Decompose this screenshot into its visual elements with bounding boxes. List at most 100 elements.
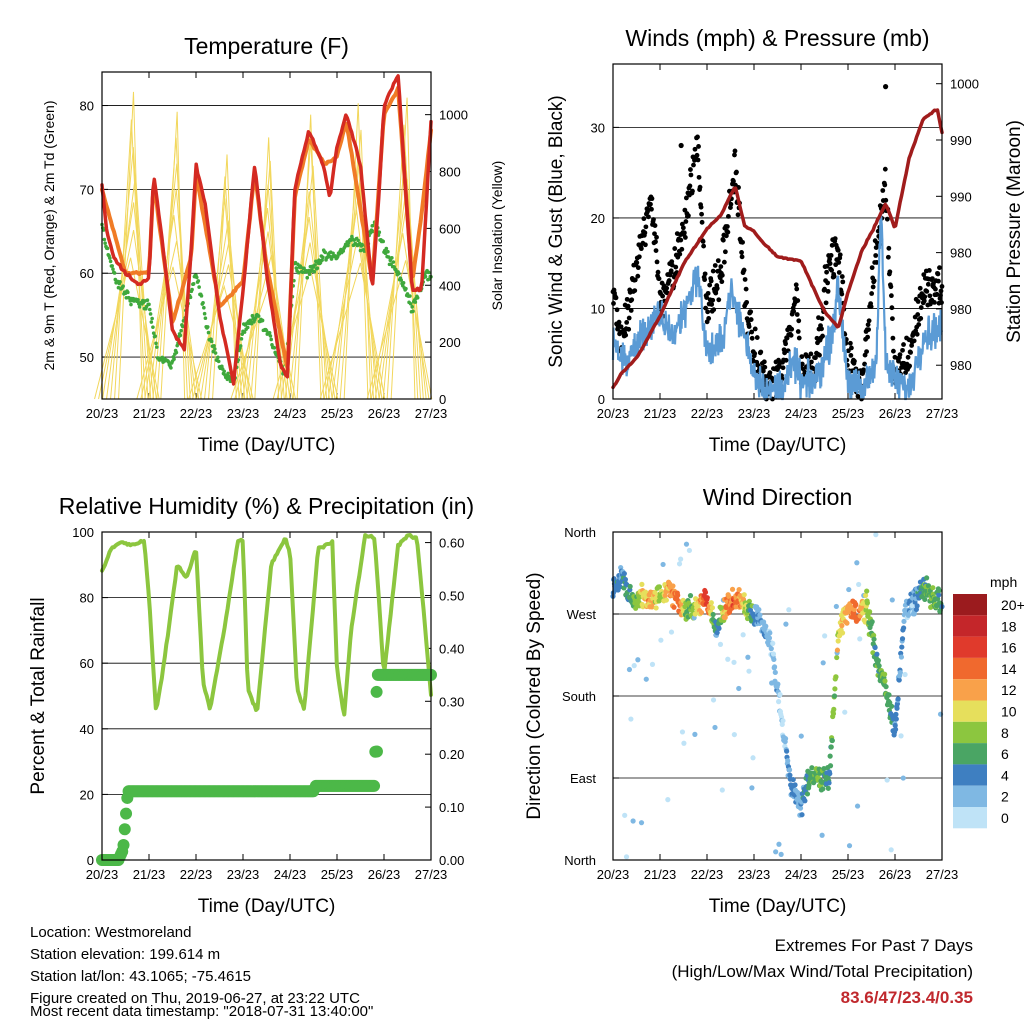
wind-direction-ytick-label: West [567, 607, 597, 622]
dewpoint-point [166, 360, 171, 364]
gust-point [666, 278, 672, 283]
gust-point [873, 253, 879, 258]
solar-insolation-series [94, 91, 433, 400]
wind-direction-point [710, 697, 717, 703]
wind-direction-point [827, 753, 833, 759]
wind-direction-point [628, 716, 634, 722]
dewpoint-point [154, 341, 158, 346]
wind-direction-point [901, 625, 907, 631]
wind-direction-point [900, 775, 906, 781]
dewpoint-point [206, 330, 211, 335]
gust-point [741, 267, 747, 273]
gust-point [888, 293, 894, 299]
wind-direction-point [678, 556, 684, 562]
dewpoint-point [260, 318, 265, 323]
gust-point [660, 293, 666, 299]
dewpoint-point [203, 316, 208, 321]
gust-point [696, 174, 702, 180]
dewpoint-point [401, 280, 406, 285]
wind-direction-point [708, 600, 714, 606]
wind-direction-point [825, 785, 831, 791]
wind-direction-point [736, 586, 742, 593]
dewpoint-point [321, 255, 325, 260]
wind-direction-point [802, 798, 808, 804]
dewpoint-point [147, 307, 152, 312]
temperature-xlabel: Time (Day/UTC) [198, 435, 336, 456]
dewpoint-point [112, 271, 117, 275]
gust-point [793, 282, 799, 288]
dewpoint-point [377, 230, 382, 235]
gust-point [701, 243, 707, 249]
wind-direction-point [771, 664, 778, 670]
wind-direction-point [872, 644, 878, 651]
speed-legend-label: 14 [1001, 661, 1017, 677]
wind-direction-point [862, 592, 869, 598]
dewpoint-point [103, 241, 107, 245]
wind-direction-point [888, 703, 895, 709]
wind-direction-point [679, 729, 686, 735]
wind-direction-point [745, 654, 751, 660]
dewpoint-point [245, 325, 250, 330]
gust-point [677, 251, 683, 257]
wind-direction-point [871, 636, 877, 642]
wind-direction-point [622, 576, 629, 583]
winds-ytick-label: 30 [591, 120, 605, 135]
dewpoint-point [129, 302, 133, 307]
wind-direction-point [864, 588, 870, 594]
gust-point [874, 260, 880, 265]
winds-ytick-right-label: 990 [950, 189, 972, 204]
wind-direction-point [856, 581, 862, 588]
winds-ytick-right-label: 990 [950, 133, 972, 148]
speed-legend-swatch [953, 785, 987, 807]
gust-point [908, 350, 914, 355]
dewpoint-point [404, 286, 408, 291]
gust-point [683, 219, 689, 224]
wind-direction-point [749, 785, 755, 791]
gust-point [869, 265, 875, 271]
wind-direction-point [833, 674, 839, 680]
wind-direction-point [809, 765, 815, 771]
dewpoint-point [341, 249, 346, 253]
wind-direction-point [898, 654, 905, 660]
speed-legend-swatch [953, 764, 987, 786]
wind-direction-point [886, 692, 892, 698]
gust-point [836, 270, 842, 275]
wind-direction-point [658, 637, 664, 643]
gust-point [705, 290, 711, 296]
wind-direction-point [627, 583, 633, 590]
gust-point [783, 357, 789, 363]
gust-point [822, 286, 827, 292]
dewpoint-point [205, 325, 210, 329]
wind-direction-point [936, 587, 942, 594]
dewpoint-point [149, 320, 154, 324]
gust-point [852, 358, 857, 364]
wind-direction-point [830, 711, 837, 717]
gust-point [855, 393, 861, 399]
gust-point [629, 297, 635, 303]
dewpoint-point [423, 274, 428, 279]
gust-point [710, 268, 716, 274]
gust-point [832, 236, 838, 242]
dewpoint-point [268, 334, 273, 338]
dewpoint-point [105, 246, 110, 251]
gust-point [699, 219, 705, 225]
wind-direction-point [790, 776, 796, 783]
gust-point [613, 295, 619, 301]
wind-direction-point [819, 832, 825, 838]
gust-point [707, 282, 713, 288]
wind-direction-xtick-label: 24/23 [785, 867, 818, 882]
gust-point [695, 134, 700, 140]
gust-point [704, 295, 710, 300]
wind-direction-point [869, 619, 875, 625]
gust-point [635, 273, 641, 279]
wind-direction-point [768, 646, 774, 652]
winds-ytick-right-label: 980 [950, 246, 972, 261]
precipitation-point [118, 823, 131, 836]
wind-direction-point [870, 650, 876, 656]
wind-direction-point [894, 705, 900, 711]
temperature-ytick-right-label: 0 [439, 392, 446, 407]
gust-point [831, 274, 837, 279]
wind-direction-point [889, 597, 895, 603]
wind-direction-point [822, 633, 828, 639]
gust-point [836, 260, 842, 265]
